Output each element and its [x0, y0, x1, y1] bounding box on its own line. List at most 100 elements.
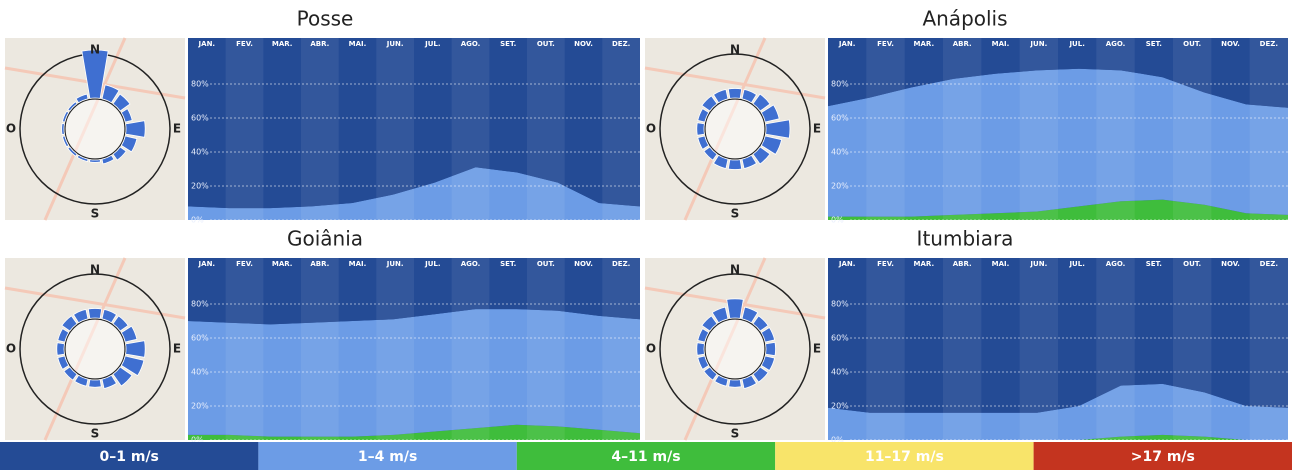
month-label: FEV.: [877, 40, 894, 48]
month-label: ABR.: [310, 40, 329, 48]
compass-label: S: [731, 207, 740, 221]
rose-petal: [126, 121, 146, 138]
column-shade: [1173, 258, 1211, 440]
rose-petal: [697, 343, 705, 356]
rose-petal: [727, 299, 744, 319]
rose-petal: [697, 123, 705, 136]
month-label: ABR.: [310, 260, 329, 268]
y-tick-label: 20%: [191, 402, 209, 411]
month-label: AGO.: [461, 40, 481, 48]
chart-title: Itumbiara: [917, 227, 1014, 251]
month-label: MAI.: [992, 40, 1010, 48]
inner-ring: [65, 319, 125, 379]
column-shade: [301, 258, 339, 440]
month-label: FEV.: [236, 40, 253, 48]
y-tick-label: 40%: [831, 148, 849, 157]
column-shade: [866, 38, 904, 220]
chart-title: Posse: [297, 7, 354, 31]
legend-label: 0–1 m/s: [100, 449, 159, 465]
month-label: JUN.: [386, 260, 404, 268]
month-label: SET.: [1146, 260, 1162, 268]
month-label: FEV.: [236, 260, 253, 268]
column-shade: [866, 258, 904, 440]
month-label: JAN.: [198, 260, 216, 268]
y-tick-label: 20%: [191, 182, 209, 191]
y-tick-label: 0%: [831, 216, 844, 225]
month-label: MAI.: [992, 260, 1010, 268]
compass-label: E: [173, 122, 181, 136]
column-shade: [602, 38, 640, 220]
month-label: MAI.: [349, 260, 367, 268]
month-label: JUL.: [424, 260, 440, 268]
column-shade: [226, 258, 264, 440]
y-tick-label: 40%: [831, 368, 849, 377]
column-shade: [1096, 38, 1134, 220]
y-tick-label: 60%: [831, 114, 849, 123]
compass-label: O: [6, 122, 16, 136]
month-label: NOV.: [1221, 40, 1240, 48]
column-shade: [1173, 38, 1211, 220]
column-shade: [943, 38, 981, 220]
month-label: JAN.: [838, 40, 856, 48]
compass-label: E: [813, 342, 821, 356]
month-label: AGO.: [1106, 40, 1126, 48]
month-label: SET.: [1146, 40, 1162, 48]
rose-petal: [766, 342, 776, 355]
column-shade: [452, 38, 490, 220]
y-tick-label: 80%: [831, 300, 849, 309]
compass-label: S: [91, 427, 100, 441]
column-shade: [1020, 258, 1058, 440]
compass-label: N: [90, 43, 100, 57]
month-label: JUN.: [386, 40, 404, 48]
month-label: JUL.: [424, 40, 440, 48]
month-label: DEZ.: [1260, 260, 1278, 268]
month-label: NOV.: [574, 260, 593, 268]
inner-ring: [65, 99, 125, 159]
rose-petal: [90, 160, 101, 163]
rose-petal: [57, 343, 65, 356]
rose-petal: [728, 88, 741, 98]
column-shade: [1096, 258, 1134, 440]
month-label: JAN.: [198, 40, 216, 48]
column-shade: [452, 258, 490, 440]
column-shade: [1250, 38, 1288, 220]
inner-ring: [705, 319, 765, 379]
rose-petal: [126, 341, 146, 358]
column-shade: [602, 258, 640, 440]
month-label: OUT.: [1183, 260, 1201, 268]
legend-label: 4–11 m/s: [611, 449, 680, 465]
column-shade: [376, 38, 414, 220]
column-shade: [226, 38, 264, 220]
compass-label: N: [730, 263, 740, 277]
month-label: JUL.: [1068, 260, 1084, 268]
chart-title: Anápolis: [922, 7, 1007, 31]
month-label: DEZ.: [612, 260, 630, 268]
rose-petal: [62, 124, 65, 135]
month-label: AGO.: [1106, 260, 1126, 268]
column-shade: [376, 258, 414, 440]
legend-label: >17 m/s: [1131, 449, 1195, 465]
month-label: MAR.: [914, 40, 935, 48]
month-label: DEZ.: [1260, 40, 1278, 48]
compass-label: O: [646, 122, 656, 136]
y-tick-label: 20%: [831, 182, 849, 191]
column-shade: [1020, 38, 1058, 220]
column-shade: [943, 258, 981, 440]
month-label: JUN.: [1029, 40, 1047, 48]
y-tick-label: 60%: [191, 334, 209, 343]
legend-label: 1–4 m/s: [358, 449, 417, 465]
month-label: DEZ.: [612, 40, 630, 48]
month-label: OUT.: [537, 260, 555, 268]
month-label: NOV.: [574, 40, 593, 48]
month-label: SET.: [500, 40, 516, 48]
month-label: MAI.: [349, 40, 367, 48]
column-shade: [527, 38, 565, 220]
month-label: JAN.: [838, 260, 856, 268]
month-label: MAR.: [272, 260, 293, 268]
compass-label: O: [646, 342, 656, 356]
month-label: JUL.: [1068, 40, 1084, 48]
y-tick-label: 0%: [191, 216, 204, 225]
chart-title: Goiânia: [287, 227, 363, 251]
compass-label: S: [91, 207, 100, 221]
month-label: JUN.: [1029, 260, 1047, 268]
